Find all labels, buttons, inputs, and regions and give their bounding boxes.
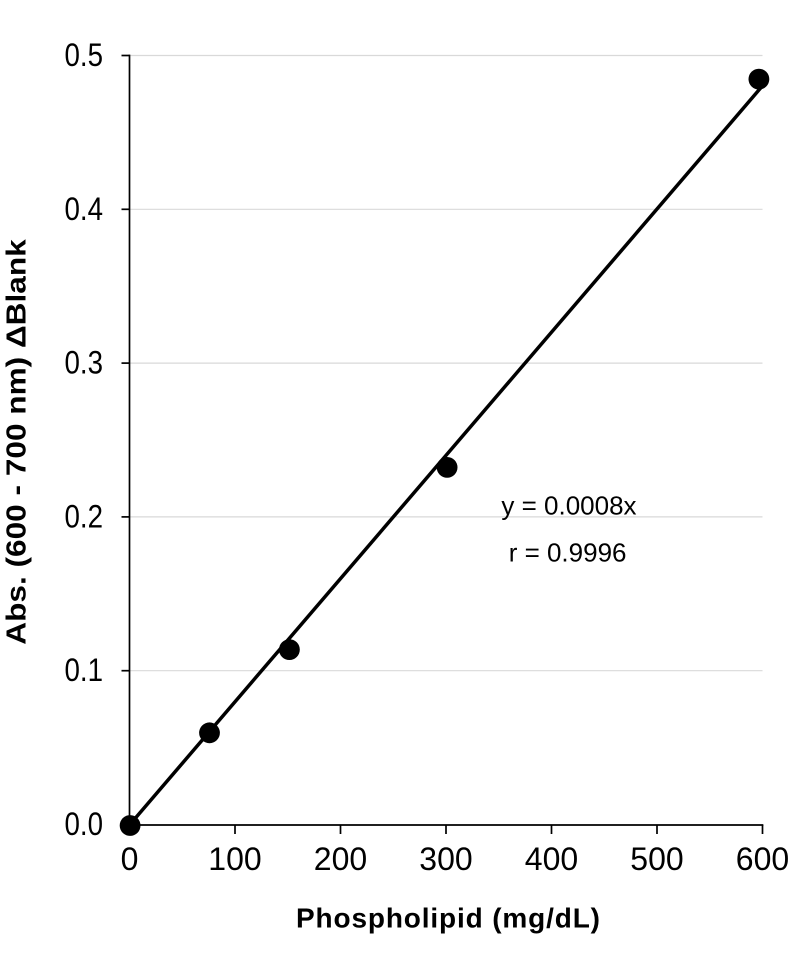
svg-text:500: 500 bbox=[630, 841, 683, 877]
svg-text:400: 400 bbox=[525, 841, 578, 877]
svg-text:0.5: 0.5 bbox=[65, 37, 104, 73]
svg-text:r = 0.9996: r = 0.9996 bbox=[509, 538, 627, 568]
svg-text:600: 600 bbox=[736, 841, 789, 877]
svg-text:0.4: 0.4 bbox=[65, 191, 104, 227]
svg-text:0.3: 0.3 bbox=[65, 345, 104, 381]
svg-text:200: 200 bbox=[314, 841, 367, 877]
svg-text:y = 0.0008x: y = 0.0008x bbox=[501, 491, 636, 521]
svg-text:0.1: 0.1 bbox=[65, 652, 104, 688]
svg-text:Phospholipid (mg/dL): Phospholipid (mg/dL) bbox=[296, 903, 600, 934]
svg-text:300: 300 bbox=[419, 841, 472, 877]
svg-text:0.2: 0.2 bbox=[65, 498, 104, 534]
svg-text:0: 0 bbox=[121, 841, 139, 877]
svg-text:0.0: 0.0 bbox=[65, 806, 104, 842]
svg-text:100: 100 bbox=[208, 841, 261, 877]
svg-text:Abs. (600 - 700 nm) ΔBlank: Abs. (600 - 700 nm) ΔBlank bbox=[1, 239, 32, 645]
